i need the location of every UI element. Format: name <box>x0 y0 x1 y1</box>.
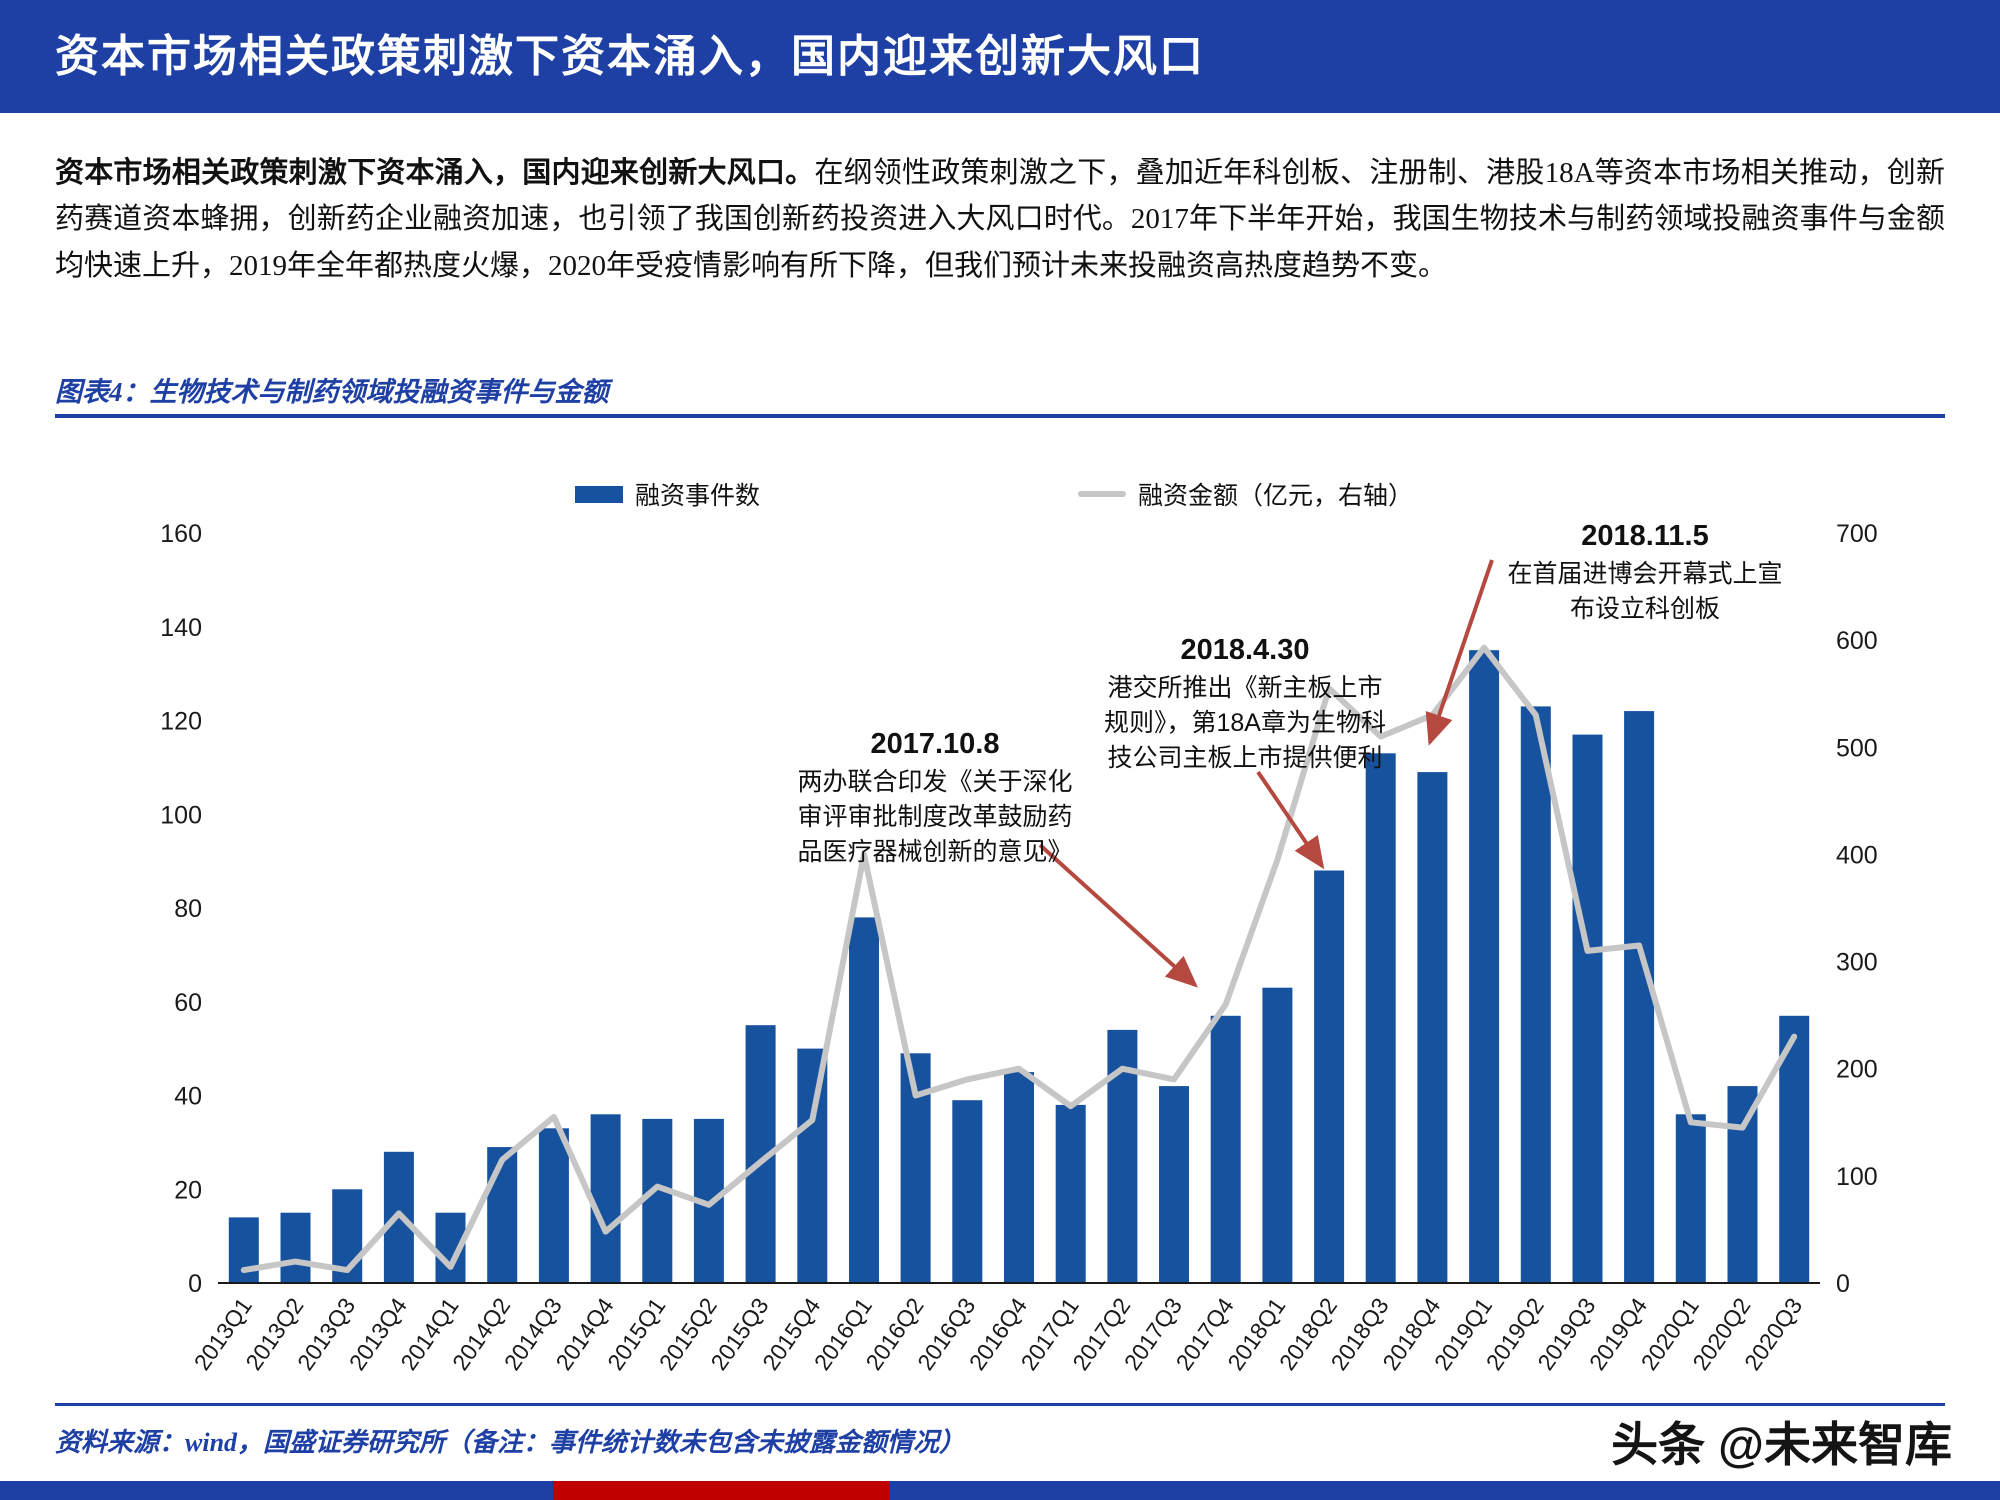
right-axis-tick: 100 <box>1836 1163 1878 1191</box>
right-axis-tick: 0 <box>1836 1270 1850 1298</box>
bar-2020Q2 <box>1727 1086 1758 1283</box>
legend-line-label: 融资金额（亿元，右轴） <box>1138 482 1414 510</box>
annotation-arrow-icon <box>1425 559 1494 746</box>
right-axis-tick: 500 <box>1836 734 1878 762</box>
bar-2016Q1 <box>849 917 879 1283</box>
line-swatch-icon <box>1078 491 1126 497</box>
footer-bar <box>0 1481 2000 1500</box>
annotation-title: 2018.4.30 <box>1180 634 1310 666</box>
bar-2013Q2 <box>280 1212 311 1283</box>
footer-red-segment <box>553 1481 890 1500</box>
left-axis-tick: 160 <box>160 520 202 548</box>
bar-2019Q4 <box>1624 711 1655 1283</box>
annotation-2018-11-5: 2018.11.5 在首届进博会开幕式上宣 布设立科创板 <box>1455 520 1835 627</box>
bar-2016Q4 <box>1004 1072 1034 1283</box>
bar-2020Q1 <box>1675 1114 1706 1284</box>
bar-2015Q4 <box>797 1048 828 1283</box>
left-axis-tick: 100 <box>160 801 202 829</box>
slide-header-bar: 资本市场相关政策刺激下资本涌入，国内迎来创新大风口 <box>0 0 2000 113</box>
bar-2020Q3 <box>1779 1015 1810 1283</box>
bar-2018Q4 <box>1417 772 1448 1283</box>
legend-line-series: 融资金额（亿元，右轴） <box>1078 476 1413 512</box>
left-axis-tick: 0 <box>188 1270 202 1298</box>
left-axis-tick: 20 <box>174 1176 202 1204</box>
brand-watermark: 头条 @未来智库 <box>1611 1418 1952 1471</box>
page-title: 资本市场相关政策刺激下资本涌入，国内迎来创新大风口 <box>55 32 1205 81</box>
figure-caption: 图表4：生物技术与制药领域投融资事件与金额 <box>55 377 609 407</box>
bar-2018Q2 <box>1314 870 1345 1283</box>
amount-line <box>240 644 1798 1274</box>
source-note: 资料来源：wind，国盛证券研究所（备注：事件统计数未包含未披露金额情况） <box>55 1428 966 1457</box>
right-axis-tick: 400 <box>1836 841 1878 869</box>
annotation-title: 2017.10.8 <box>870 728 1000 760</box>
annotation-text: 港交所推出《新主板上市 <box>1107 674 1383 702</box>
right-axis-tick: 300 <box>1836 949 1878 977</box>
annotation-text: 审评审批制度改革鼓励药 <box>797 803 1073 831</box>
bar-2015Q1 <box>642 1118 673 1283</box>
annotation-title: 2018.11.5 <box>1581 520 1709 552</box>
paragraph-body: 在纲领性政策刺激之下，叠加近年科创板、注册制、港股18A等资本市场相关推动，创新… <box>55 157 1945 282</box>
bar-2014Q3 <box>538 1128 569 1283</box>
bar-2019Q1 <box>1469 650 1500 1283</box>
annotation-text: 品医疗器械创新的意见》 <box>797 838 1073 866</box>
left-axis-tick: 120 <box>160 708 202 736</box>
divider-bottom <box>55 1403 1945 1406</box>
bar-2019Q3 <box>1572 734 1603 1283</box>
right-axis-tick: 600 <box>1836 627 1878 655</box>
bar-2013Q1 <box>228 1217 259 1283</box>
right-axis-tick: 700 <box>1836 520 1878 548</box>
bar-2018Q3 <box>1365 753 1396 1283</box>
bar-2017Q3 <box>1159 1086 1189 1283</box>
annotation-2017-10-8: 2017.10.8 两办联合印发《关于深化 审评审批制度改革鼓励药 品医疗器械创… <box>760 728 1110 870</box>
bar-2017Q1 <box>1055 1104 1086 1283</box>
bar-2016Q3 <box>952 1100 983 1283</box>
bar-2017Q4 <box>1210 1015 1241 1283</box>
right-axis-tick: 200 <box>1836 1056 1878 1084</box>
annotation-arrow-icon <box>1256 770 1325 870</box>
combo-chart: 0 20 40 60 80 100 120 140 160 0 100 200 300 400 500 600… <box>160 520 1878 1375</box>
divider-top <box>55 414 1945 418</box>
annotation-text: 布设立科创板 <box>1569 595 1720 623</box>
paragraph-lead: 资本市场相关政策刺激下资本涌入，国内迎来创新大风口。 <box>55 157 815 189</box>
legend-bar-label: 融资事件数 <box>635 482 761 510</box>
bar-2014Q4 <box>590 1114 621 1284</box>
summary-paragraph: 资本市场相关政策刺激下资本涌入，国内迎来创新大风口。在纲领性政策刺激之下，叠加近… <box>55 150 1945 289</box>
left-axis-tick: 80 <box>174 895 202 923</box>
bar-2014Q2 <box>487 1147 518 1283</box>
annotation-text: 技公司主板上市提供便利 <box>1107 744 1383 772</box>
annotation-arrow-icon <box>1038 843 1198 988</box>
legend-bar-series: 融资事件数 <box>575 476 760 512</box>
left-axis-tick: 40 <box>174 1083 202 1111</box>
annotation-text: 规则》，第18A章为生物科 <box>1104 709 1386 737</box>
left-axis-tick: 60 <box>174 989 202 1017</box>
bar-2019Q2 <box>1520 706 1551 1283</box>
bar-2018Q1 <box>1262 987 1293 1283</box>
left-axis-tick: 140 <box>160 614 202 642</box>
annotation-2018-4-30: 2018.4.30 港交所推出《新主板上市 规则》，第18A章为生物科 技公司主… <box>1070 634 1420 776</box>
bar-swatch-icon <box>575 485 623 503</box>
annotation-text: 两办联合印发《关于深化 <box>797 768 1073 796</box>
annotation-text: 在首届进博会开幕式上宣 <box>1507 560 1783 588</box>
